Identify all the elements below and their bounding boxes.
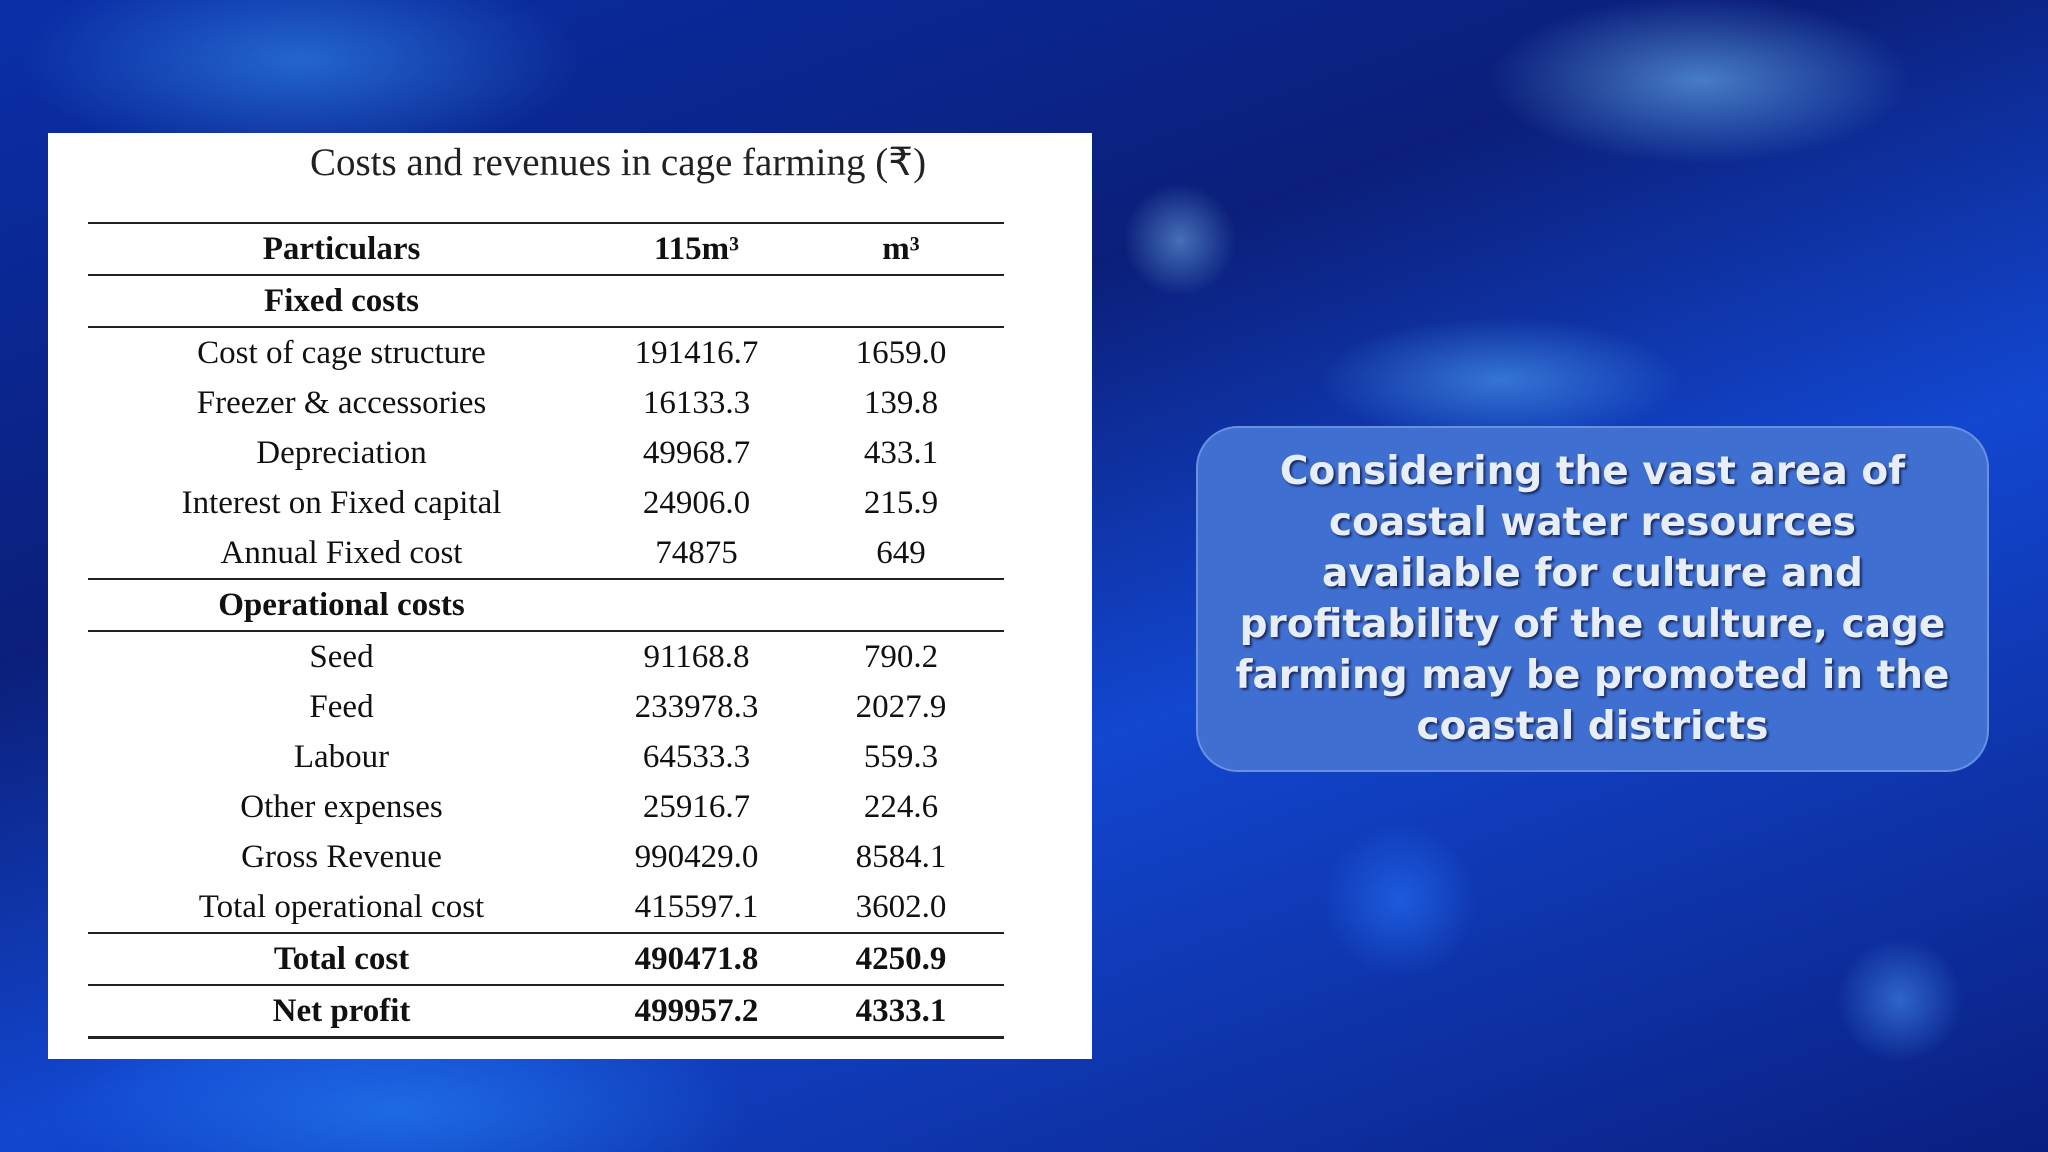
table-row: Cost of cage structure 191416.7 1659.0 [88, 327, 1004, 378]
table-cell: 25916.7 [642, 788, 751, 825]
table-cell: Labour [293, 738, 390, 775]
table-cell: Depreciation [256, 434, 427, 471]
table-cell: Seed [309, 638, 374, 675]
table-cell: 415597.1 [595, 882, 798, 934]
table-title: Costs and revenues in cage farming (₹) [309, 141, 927, 184]
table-cell: 649 [798, 528, 1004, 580]
header-cell: m³ [798, 222, 1004, 276]
table-cell: Fixed costs [88, 275, 595, 328]
table-cell: Freezer & accessories [196, 384, 487, 421]
header-cell: 115m³ [595, 222, 798, 276]
callout-text: Considering the vast area of coastal wat… [1235, 449, 1950, 749]
table-cell: 433.1 [863, 434, 939, 471]
table-cell: 49968.7 [642, 434, 751, 471]
table-cell: 24906.0 [642, 484, 751, 521]
table-cell: 990429.0 [634, 838, 759, 875]
table-cell: 4250.9 [798, 933, 1004, 986]
table-cell: Gross Revenue [241, 838, 442, 875]
table-cell: 2027.9 [855, 688, 947, 725]
table-cell: 4333.1 [798, 985, 1004, 1039]
table-cell: 74875 [595, 528, 798, 580]
table-row: Interest on Fixed capital 24906.0 215.9 [88, 478, 1004, 528]
section-row: Operational costs [88, 579, 1004, 632]
table-cell: 215.9 [863, 484, 939, 521]
table-cell: Annual Fixed cost [88, 528, 595, 580]
callout-box: Considering the vast area of coastal wat… [1196, 426, 1989, 772]
table-cell: 191416.7 [634, 334, 759, 371]
table-cell: 224.6 [863, 788, 939, 825]
table-cell: Other expenses [240, 788, 443, 825]
table-body: Fixed costs Cost of cage structure 191416.… [88, 275, 1004, 1039]
table-cell: 64533.3 [642, 738, 751, 775]
table-cell: Net profit [88, 985, 595, 1039]
table-cell [798, 579, 1004, 632]
table-row: Labour 64533.3 559.3 [88, 732, 1004, 782]
table-cell [595, 275, 798, 328]
table-cell: 499957.2 [595, 985, 798, 1039]
table-cell: 559.3 [863, 738, 939, 775]
table-row: Freezer & accessories 16133.3 139.8 [88, 378, 1004, 428]
table-cell: 8584.1 [855, 838, 947, 875]
table-row: Feed 233978.3 2027.9 [88, 682, 1004, 732]
table-row: Net profit 499957.2 4333.1 [88, 985, 1004, 1039]
table-cell: 233978.3 [634, 688, 759, 725]
table-cell: Feed [309, 688, 374, 725]
table-cell: Total cost [88, 933, 595, 986]
table-cell: 1659.0 [855, 334, 947, 371]
table-cell: 490471.8 [595, 933, 798, 986]
table-row: Depreciation 49968.7 433.1 [88, 428, 1004, 478]
table-row: Other expenses 25916.7 224.6 [88, 782, 1004, 832]
table-cell: 790.2 [863, 638, 939, 675]
table-cell: Operational costs [88, 579, 595, 632]
cost-table: Particulars 115m³ m³ Fixed costs Cost of … [88, 222, 1004, 1039]
table-cell: 16133.3 [642, 384, 751, 421]
table-row: Annual Fixed cost 74875 649 [88, 528, 1004, 580]
table-row: Gross Revenue 990429.0 8584.1 [88, 832, 1004, 882]
section-row: Fixed costs [88, 275, 1004, 328]
table-cell: Cost of cage structure [197, 334, 486, 371]
table-row: Total operational cost 415597.1 3602.0 [88, 882, 1004, 934]
table-row: Total cost 490471.8 4250.9 [88, 933, 1004, 986]
table-cell: Interest on Fixed capital [181, 484, 502, 521]
table-row: Seed 91168.8 790.2 [88, 631, 1004, 682]
header-row: Particulars 115m³ m³ [88, 222, 1004, 276]
header-cell: Particulars [88, 222, 595, 276]
table-cell: 139.8 [863, 384, 939, 421]
table-cell: 3602.0 [798, 882, 1004, 934]
table-cell [595, 579, 798, 632]
table-cell: 91168.8 [643, 638, 750, 675]
table-cell: Total operational cost [88, 882, 595, 934]
table-cell [798, 275, 1004, 328]
